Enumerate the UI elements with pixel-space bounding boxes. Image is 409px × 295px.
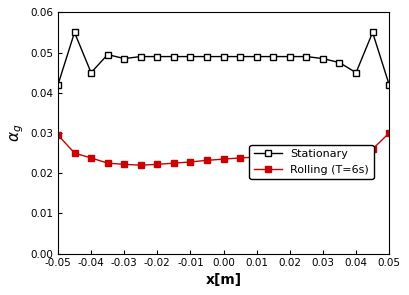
Rolling (T=6s): [354, 151, 359, 155]
Stationary: [105, 53, 110, 56]
Rolling (T=6s): [105, 161, 110, 165]
Stationary: [387, 83, 392, 86]
Rolling (T=6s): [171, 161, 176, 165]
Rolling (T=6s): [72, 151, 77, 155]
Stationary: [89, 71, 94, 74]
Rolling (T=6s): [321, 151, 326, 155]
X-axis label: x[m]: x[m]: [205, 273, 242, 287]
Stationary: [337, 61, 342, 64]
Rolling (T=6s): [304, 151, 309, 155]
Rolling (T=6s): [370, 147, 375, 151]
Stationary: [204, 55, 209, 58]
Stationary: [221, 55, 226, 58]
Rolling (T=6s): [337, 151, 342, 155]
Stationary: [321, 57, 326, 60]
Rolling (T=6s): [204, 159, 209, 162]
Line: Stationary: Stationary: [55, 29, 392, 88]
Stationary: [155, 55, 160, 58]
Rolling (T=6s): [155, 163, 160, 166]
Stationary: [56, 83, 61, 86]
Rolling (T=6s): [387, 131, 392, 135]
Rolling (T=6s): [254, 155, 259, 159]
Stationary: [171, 55, 176, 58]
Y-axis label: $\alpha_g$: $\alpha_g$: [8, 124, 26, 142]
Rolling (T=6s): [122, 163, 127, 166]
Rolling (T=6s): [89, 156, 94, 160]
Stationary: [72, 31, 77, 34]
Stationary: [288, 55, 292, 58]
Stationary: [238, 55, 243, 58]
Rolling (T=6s): [271, 155, 276, 158]
Rolling (T=6s): [288, 153, 292, 157]
Stationary: [122, 57, 127, 60]
Stationary: [271, 55, 276, 58]
Rolling (T=6s): [188, 160, 193, 164]
Stationary: [370, 31, 375, 34]
Rolling (T=6s): [56, 133, 61, 137]
Stationary: [138, 55, 143, 58]
Rolling (T=6s): [138, 163, 143, 167]
Stationary: [254, 55, 259, 58]
Stationary: [354, 71, 359, 74]
Stationary: [188, 55, 193, 58]
Legend: Stationary, Rolling (T=6s): Stationary, Rolling (T=6s): [249, 145, 374, 179]
Rolling (T=6s): [221, 157, 226, 161]
Line: Rolling (T=6s): Rolling (T=6s): [55, 130, 392, 168]
Rolling (T=6s): [238, 156, 243, 160]
Stationary: [304, 55, 309, 58]
